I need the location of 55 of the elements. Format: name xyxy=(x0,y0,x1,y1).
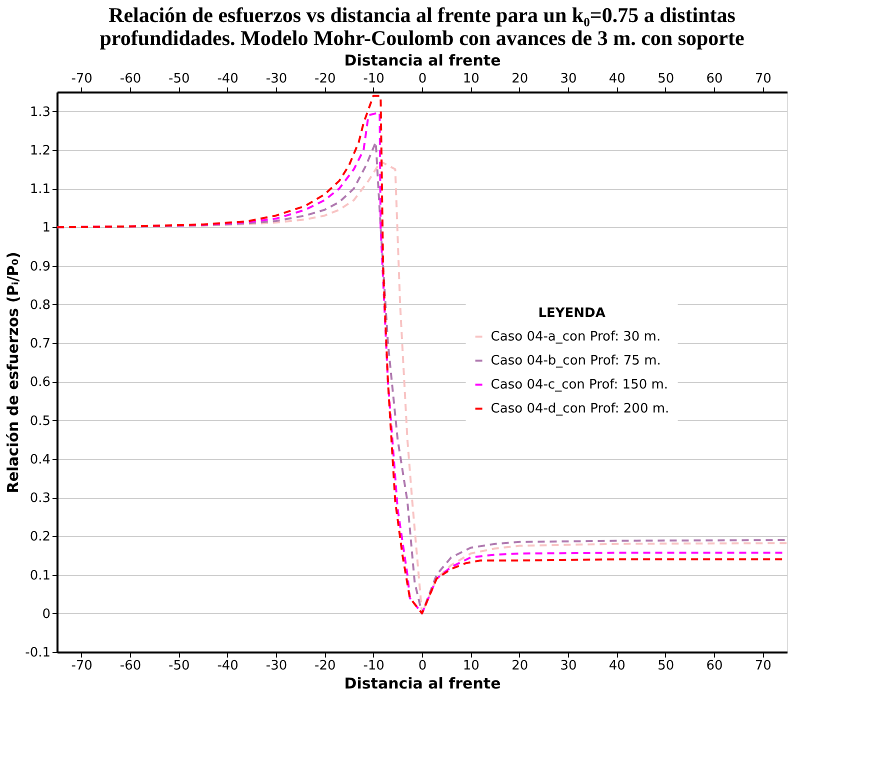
legend-label: Caso 04-c_con Prof: 150 m. xyxy=(490,378,668,393)
x2-tick-label: 10 xyxy=(462,72,480,86)
x-tick-label: 40 xyxy=(608,658,626,674)
x2-tick-label: 50 xyxy=(658,72,674,86)
text: profundidades. Modelo Mohr-Coulomb con avances de 3 m. con soporte xyxy=(100,26,744,50)
y-tick-label: 0.9 xyxy=(30,259,50,274)
x2-tick-label: 30 xyxy=(560,72,577,86)
y-tick-label: 0.4 xyxy=(30,452,50,468)
x2-tick-label: 40 xyxy=(608,72,626,86)
x-tick-label: -60 xyxy=(120,658,142,674)
y-tick-label: 0.2 xyxy=(30,530,50,545)
x-tick-label: -10 xyxy=(363,658,384,674)
x-tick-label: -50 xyxy=(168,658,190,674)
x-tick-label: -40 xyxy=(217,658,238,674)
x2-axis-title: Distancia al frente xyxy=(344,52,501,70)
y-tick-label: 0.5 xyxy=(30,414,50,429)
y-tick-label: 0 xyxy=(42,606,50,622)
y-tick-label: 0.3 xyxy=(30,491,50,506)
x2-tick-label: -20 xyxy=(314,72,336,86)
x-tick-label: -20 xyxy=(314,658,336,674)
y-axis-title: Relación de esfuerzos (Pᵢ/P₀) xyxy=(4,252,22,494)
x2-tick-label: -60 xyxy=(120,72,142,86)
x2-tick-label: -30 xyxy=(266,72,288,86)
x-tick-label: 60 xyxy=(706,658,723,674)
x2-tick-label: 70 xyxy=(754,72,772,86)
x-tick-label: 70 xyxy=(754,658,772,674)
text: Relación de esfuerzos vs distancia al frente para un k₀=0.75 a distintas xyxy=(108,3,736,27)
legend-label: Caso 04-a_con Prof: 30 m. xyxy=(490,330,661,345)
y-tick-label: 0.6 xyxy=(30,375,50,390)
legend-label: Caso 04-b_con Prof: 75 m. xyxy=(490,354,661,369)
y-tick-label: 1.3 xyxy=(30,104,50,120)
x2-tick-label: 20 xyxy=(512,72,528,86)
y-tick-label: 1.1 xyxy=(30,182,50,198)
x-tick-label: -70 xyxy=(71,658,92,674)
y-tick-label: 1 xyxy=(42,220,50,236)
legend-title: LEYENDA xyxy=(538,306,606,322)
y-tick-label: 0.1 xyxy=(30,568,50,584)
x2-tick-label: -40 xyxy=(217,72,238,86)
legend-label: Caso 04-d_con Prof: 200 m. xyxy=(490,402,670,417)
x2-tick-label: -10 xyxy=(363,72,384,86)
x-tick-label: 30 xyxy=(560,658,577,674)
x-axis-title: Distancia al frente xyxy=(344,674,501,692)
x2-tick-label: 60 xyxy=(706,72,723,86)
y-tick-label: 1.2 xyxy=(30,143,50,158)
x-tick-label: 50 xyxy=(658,658,674,674)
x-tick-label: 0 xyxy=(418,658,427,674)
x-tick-label: -30 xyxy=(266,658,288,674)
x2-tick-label: 0 xyxy=(418,72,427,86)
y-tick-label: -0.1 xyxy=(25,646,50,660)
x2-tick-label: -70 xyxy=(71,72,92,86)
y-tick-label: 0.7 xyxy=(30,336,50,352)
x2-tick-label: -50 xyxy=(168,72,190,86)
x-tick-label: 10 xyxy=(462,658,480,674)
y-tick-label: 0.8 xyxy=(30,298,50,313)
x-tick-label: 20 xyxy=(512,658,528,674)
